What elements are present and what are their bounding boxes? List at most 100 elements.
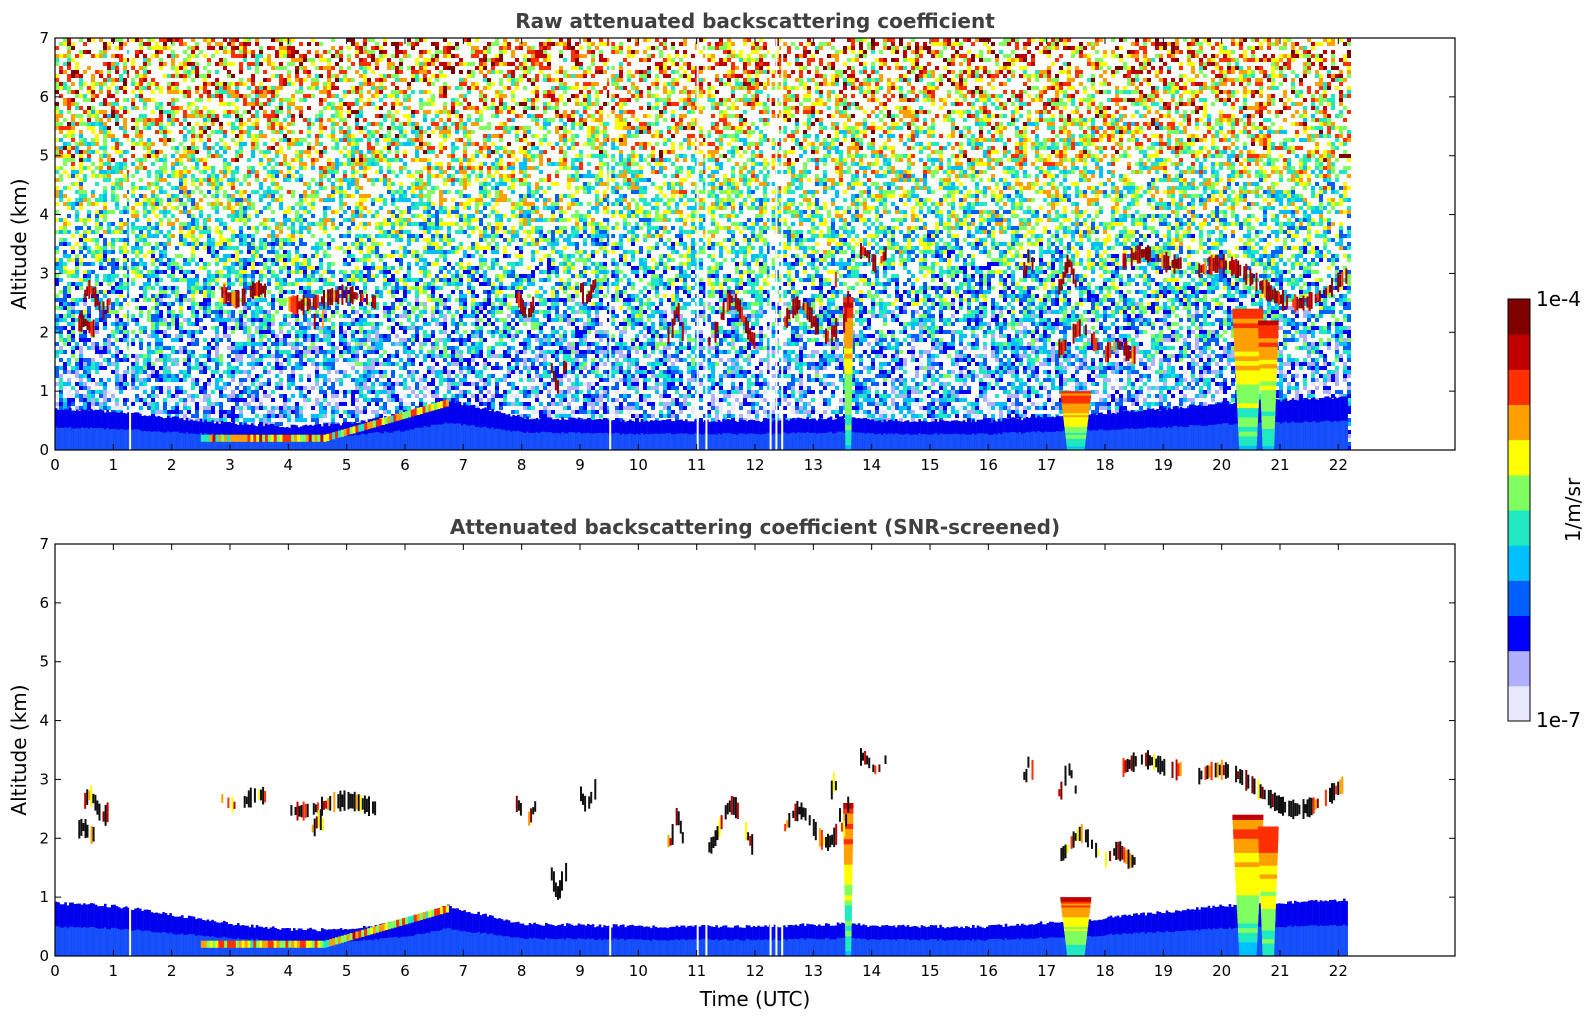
noise-cell — [59, 66, 63, 70]
noise-cell — [103, 178, 107, 182]
noise-cell — [307, 226, 311, 230]
noise-cell — [123, 338, 127, 342]
noise-cell — [291, 226, 295, 230]
noise-cell — [303, 190, 307, 194]
noise-cell — [255, 342, 259, 346]
noise-cell — [319, 142, 323, 146]
noise-cell — [187, 102, 191, 106]
noise-cell — [347, 158, 351, 162]
noise-cell — [155, 322, 159, 326]
noise-cell — [135, 322, 139, 326]
noise-cell — [159, 58, 163, 62]
noise-cell — [259, 274, 263, 278]
noise-cell — [271, 302, 275, 306]
noise-cell — [267, 202, 271, 206]
noise-cell — [223, 102, 227, 106]
noise-cell — [279, 146, 283, 150]
noise-cell — [343, 290, 347, 294]
noise-cell — [331, 414, 335, 418]
noise-cell — [215, 130, 219, 134]
noise-cell — [179, 278, 183, 282]
noise-cell — [231, 62, 235, 66]
noise-cell — [215, 262, 219, 266]
noise-cell — [295, 402, 299, 406]
noise-cell — [55, 298, 59, 302]
noise-cell — [135, 106, 139, 110]
noise-cell — [191, 306, 195, 310]
noise-cell — [263, 394, 267, 398]
noise-cell — [359, 166, 363, 170]
noise-cell — [111, 158, 115, 162]
noise-cell — [243, 130, 247, 134]
noise-cell — [363, 366, 367, 370]
noise-cell — [311, 206, 315, 210]
noise-cell — [231, 122, 235, 126]
noise-cell — [191, 226, 195, 230]
noise-cell — [67, 46, 71, 50]
noise-cell — [83, 218, 87, 222]
noise-cell — [187, 62, 191, 66]
noise-cell — [327, 306, 331, 310]
noise-cell — [119, 374, 123, 378]
noise-cell — [295, 282, 299, 286]
noise-cell — [327, 90, 331, 94]
noise-cell — [135, 246, 139, 250]
noise-cell — [335, 170, 339, 174]
noise-cell — [67, 130, 71, 134]
noise-cell — [147, 366, 151, 370]
noise-cell — [355, 170, 359, 174]
noise-cell — [163, 374, 167, 378]
noise-cell — [291, 94, 295, 98]
noise-cell — [335, 378, 339, 382]
noise-cell — [275, 66, 279, 70]
noise-cell — [179, 202, 183, 206]
noise-cell — [231, 310, 235, 314]
noise-cell — [275, 74, 279, 78]
noise-cell — [275, 150, 279, 154]
noise-cell — [331, 382, 335, 386]
noise-cell — [291, 46, 295, 50]
noise-cell — [55, 230, 59, 234]
noise-cell — [287, 98, 291, 102]
noise-cell — [359, 410, 363, 414]
noise-cell — [159, 294, 163, 298]
noise-cell — [167, 234, 171, 238]
noise-cell — [371, 134, 375, 138]
noise-cell — [143, 126, 147, 130]
noise-cell — [187, 270, 191, 274]
noise-cell — [339, 114, 343, 118]
noise-cell — [303, 182, 307, 186]
noise-cell — [279, 306, 283, 310]
noise-cell — [255, 414, 259, 418]
noise-cell — [199, 242, 203, 246]
noise-cell — [203, 302, 207, 306]
noise-cell — [155, 198, 159, 202]
noise-cell — [143, 378, 147, 382]
noise-cell — [319, 118, 323, 122]
noise-cell — [139, 78, 143, 82]
noise-cell — [363, 406, 367, 410]
noise-cell — [287, 382, 291, 386]
noise-cell — [343, 162, 347, 166]
noise-cell — [203, 230, 207, 234]
noise-cell — [291, 174, 295, 178]
noise-cell — [303, 166, 307, 170]
noise-cell — [331, 350, 335, 354]
noise-cell — [63, 318, 67, 322]
noise-cell — [339, 246, 343, 250]
noise-cell — [107, 166, 111, 170]
noise-cell — [155, 402, 159, 406]
noise-cell — [67, 154, 71, 158]
noise-cell — [71, 154, 75, 158]
noise-cell — [195, 330, 199, 334]
noise-cell — [163, 254, 167, 258]
noise-cell — [295, 106, 299, 110]
noise-cell — [143, 330, 147, 334]
noise-cell — [235, 90, 239, 94]
noise-cell — [139, 402, 143, 406]
noise-cell — [255, 134, 259, 138]
noise-cell — [367, 274, 371, 278]
noise-cell — [255, 86, 259, 90]
noise-cell — [127, 70, 131, 74]
noise-cell — [183, 146, 187, 150]
